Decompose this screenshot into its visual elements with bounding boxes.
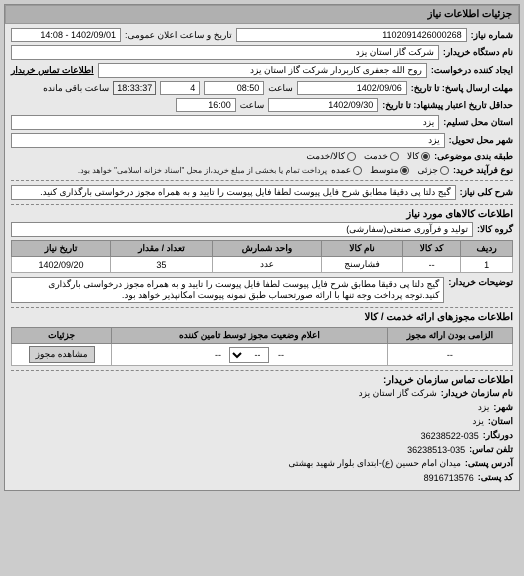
goods-group-value: تولید و فرآوری صنعتی(سفارشی) <box>11 222 473 237</box>
buy-type-group: جزئی متوسط عمده <box>331 165 449 176</box>
buy-type-label: نوع فرآیند خرید: <box>453 165 513 176</box>
cell-code: -- <box>402 257 460 273</box>
buy-type-mid-label: متوسط <box>370 165 398 176</box>
cell-name: فشارسنج <box>322 257 403 273</box>
buy-type-mid[interactable]: متوسط <box>370 165 409 176</box>
cell-unit: عدد <box>212 257 321 273</box>
province-value: یزد <box>11 115 439 130</box>
cell-mandatory: -- <box>387 344 512 366</box>
subject-value: گیج دلتا پی دقیقا مطابق شرح فایل پیوست ل… <box>11 185 456 200</box>
cell-view: مشاهده مجوز <box>12 344 112 366</box>
org-post-label: کد پستی: <box>478 472 513 483</box>
budget-opt-both-label: کالا/خدمت <box>306 151 345 162</box>
buyer-desc-label: توضیحات خریدار: <box>448 277 513 288</box>
province-label: استان محل تسلیم: <box>443 117 513 128</box>
col-name: نام کالا <box>322 241 403 257</box>
deadline-send-time-label: ساعت <box>268 83 293 94</box>
budget-opt-service[interactable]: خدمت <box>364 151 399 162</box>
budget-opt-both[interactable]: کالا/خدمت <box>306 151 356 162</box>
permit-status-select[interactable]: -- <box>229 347 269 363</box>
radio-icon <box>390 152 399 161</box>
cell-row: 1 <box>461 257 513 273</box>
org-name-value: شرکت گاز استان یزد <box>359 388 437 399</box>
remain-days: 4 <box>160 81 200 95</box>
announce-label: تاریخ و ساعت اعلان عمومی: <box>125 30 232 41</box>
goods-title: اطلاعات کالاهای مورد نیاز <box>11 209 513 220</box>
announce-value: 1402/09/01 - 14:08 <box>11 28 121 42</box>
col-need-date: تاریخ نیاز <box>12 241 111 257</box>
org-province-value: یزد <box>472 416 483 427</box>
buyer-name-label: نام دستگاه خریدار: <box>443 47 513 58</box>
org-tel-label: تلفن تماس: <box>469 444 513 455</box>
buy-type-high-label: عمده <box>331 165 351 176</box>
org-city-value: یزد <box>478 402 489 413</box>
deadline-send-label: مهلت ارسال پاسخ: تا تاریخ: <box>411 83 513 94</box>
city-value: یزد <box>11 133 445 148</box>
creator-label: ایجاد کننده درخواست: <box>431 65 513 76</box>
section-header-details: جزئیات اطلاعات نیاز <box>5 5 519 24</box>
col-status: اعلام وضعیت مجوز توسط تامین کننده <box>112 328 388 344</box>
org-addr-value: میدان امام حسین (ع)-ابتدای بلوار شهید به… <box>288 458 461 469</box>
col-qty: تعداد / مقدار <box>111 241 213 257</box>
col-unit: واحد شمارش <box>212 241 321 257</box>
goods-group-label: گروه کالا: <box>477 224 513 235</box>
radio-icon <box>353 166 362 175</box>
budget-opt-service-label: خدمت <box>364 151 388 162</box>
radio-icon <box>421 152 430 161</box>
col-mandatory: الزامی بودن ارائه مجوز <box>387 328 512 344</box>
table-row: -- -- -- -- مشاهده مجوز <box>12 344 513 366</box>
org-fax-value: 36238522-035 <box>421 431 479 441</box>
radio-icon <box>440 166 449 175</box>
table-row: 1 -- فشارسنج عدد 35 1402/09/20 <box>12 257 513 273</box>
org-city-label: شهر: <box>493 402 513 413</box>
radio-icon <box>347 152 356 161</box>
buyer-desc-value: گیج دلتا پی دقیقا مطابق شرح فایل پیوست ل… <box>11 277 444 303</box>
buyer-name-value: شرکت گاز استان یزد <box>11 45 439 60</box>
cell-qty: 35 <box>111 257 213 273</box>
goods-table: ردیف کد کالا نام کالا واحد شمارش تعداد /… <box>11 240 513 273</box>
credit-time: 16:00 <box>176 98 236 112</box>
cell-need-date: 1402/09/20 <box>12 257 111 273</box>
credit-label: حداقل تاریخ اعتبار پیشنهاد: تا تاریخ: <box>382 100 513 111</box>
budget-opt-goods-label: کالا <box>407 151 419 162</box>
remain-label: ساعت باقی مانده <box>43 83 109 94</box>
buy-type-note: پرداخت تمام یا بخشی از مبلغ خرید،از محل … <box>78 166 327 175</box>
org-tel-value: 36238513-035 <box>407 445 465 455</box>
remain-timer: 18:33:37 <box>113 81 156 95</box>
cell-status: -- -- -- <box>112 344 388 366</box>
city-label: شهر محل تحویل: <box>449 135 513 146</box>
budget-cat-label: طبقه بندی موضوعی: <box>434 151 513 162</box>
col-view: جزئیات <box>12 328 112 344</box>
org-addr-label: آدرس پستی: <box>465 458 513 469</box>
org-fax-label: دورنگار: <box>483 430 513 441</box>
credit-time-label: ساعت <box>240 100 265 111</box>
permits-table: الزامی بودن ارائه مجوز اعلام وضعیت مجوز … <box>11 327 513 366</box>
deadline-send-date: 1402/09/06 <box>297 81 407 95</box>
org-post-value: 8916713576 <box>424 473 474 483</box>
col-code: کد کالا <box>402 241 460 257</box>
org-province-label: استان: <box>488 416 513 427</box>
col-row: ردیف <box>461 241 513 257</box>
request-no-value: 1102091426000268 <box>236 28 467 42</box>
subject-label: شرح کلی نیاز: <box>460 187 513 198</box>
budget-cat-group: کالا خدمت کالا/خدمت <box>306 151 430 162</box>
buy-type-low-label: جزئی <box>417 165 438 176</box>
budget-opt-goods[interactable]: کالا <box>407 151 430 162</box>
credit-date: 1402/09/30 <box>268 98 378 112</box>
view-permit-button[interactable]: مشاهده مجوز <box>29 346 95 363</box>
creator-value: روح الله جعفری کاربردار شرکت گاز استان ی… <box>98 63 427 78</box>
buyer-contact-link[interactable]: اطلاعات تماس خریدار <box>11 65 94 76</box>
request-no-label: شماره نیاز: <box>471 30 513 41</box>
org-name-label: نام سازمان خریدار: <box>441 388 513 399</box>
deadline-send-time: 08:50 <box>204 81 264 95</box>
buy-type-high[interactable]: عمده <box>331 165 362 176</box>
permits-title: اطلاعات مجوزهای ارائه خدمت / کالا <box>11 312 513 323</box>
buy-type-low[interactable]: جزئی <box>417 165 449 176</box>
radio-icon <box>400 166 409 175</box>
org-title: اطلاعات تماس سازمان خریدار: <box>11 375 513 386</box>
